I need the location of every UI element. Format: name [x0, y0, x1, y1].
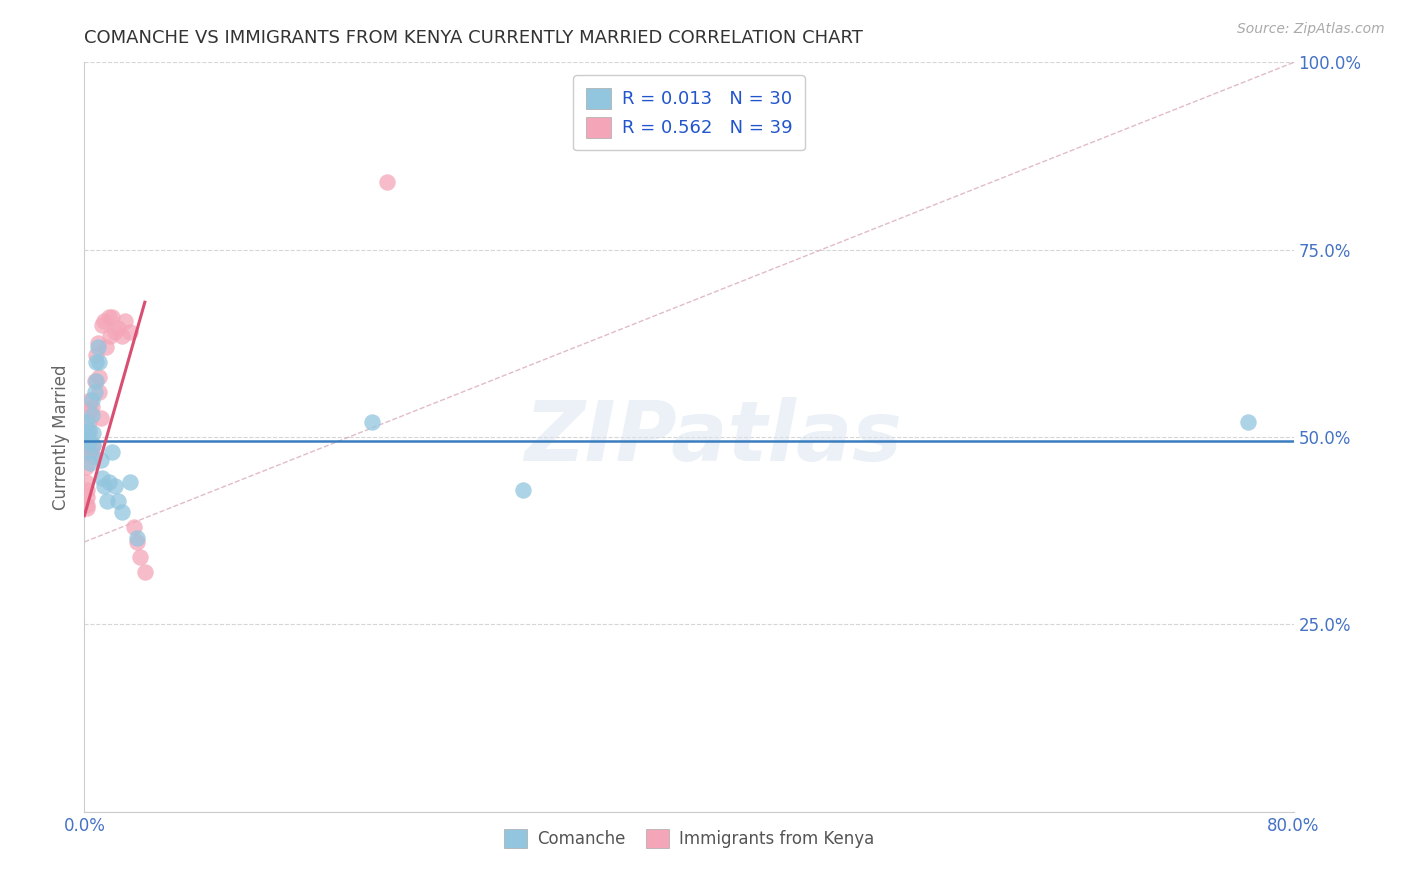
- Point: [360, 415, 382, 429]
- Point: [118, 325, 141, 339]
- Point: [79, 445, 101, 459]
- Point: [94, 340, 117, 354]
- Point: [75, 475, 97, 489]
- Point: [75, 426, 97, 441]
- Point: [82, 437, 104, 451]
- Point: [93, 314, 115, 328]
- Point: [89, 385, 111, 400]
- Point: [97, 310, 120, 325]
- Point: [77, 415, 100, 429]
- Point: [107, 321, 129, 335]
- Point: [104, 325, 127, 339]
- Point: [87, 340, 110, 354]
- Point: [80, 392, 103, 407]
- Point: [91, 318, 114, 332]
- Point: [86, 348, 108, 362]
- Point: [79, 392, 101, 407]
- Point: [82, 426, 104, 441]
- Point: [75, 460, 97, 475]
- Point: [134, 565, 156, 579]
- Point: [90, 411, 112, 425]
- Point: [80, 400, 103, 414]
- Text: Source: ZipAtlas.com: Source: ZipAtlas.com: [1237, 22, 1385, 37]
- Point: [76, 490, 98, 504]
- Point: [76, 483, 98, 497]
- Point: [127, 531, 149, 545]
- Point: [80, 442, 103, 456]
- Point: [87, 336, 110, 351]
- Point: [118, 475, 141, 489]
- Point: [89, 355, 111, 369]
- Point: [79, 404, 101, 418]
- Text: ZIPatlas: ZIPatlas: [524, 397, 903, 477]
- Point: [86, 355, 108, 369]
- Point: [77, 426, 100, 441]
- Point: [97, 475, 120, 489]
- Point: [76, 501, 98, 516]
- Point: [93, 479, 115, 493]
- Point: [96, 493, 118, 508]
- Point: [75, 426, 97, 441]
- Point: [77, 423, 100, 437]
- Point: [84, 374, 107, 388]
- Point: [1237, 415, 1260, 429]
- Point: [84, 385, 107, 400]
- Legend: Comanche, Immigrants from Kenya: Comanche, Immigrants from Kenya: [492, 817, 886, 860]
- Point: [76, 430, 98, 444]
- Point: [77, 434, 100, 448]
- Point: [127, 535, 149, 549]
- Point: [100, 310, 122, 325]
- Point: [90, 452, 112, 467]
- Point: [79, 456, 101, 470]
- Point: [129, 549, 152, 564]
- Point: [75, 415, 97, 429]
- Point: [75, 445, 97, 459]
- Point: [100, 445, 122, 459]
- Point: [111, 505, 134, 519]
- Point: [82, 449, 104, 463]
- Point: [91, 471, 114, 485]
- Point: [98, 329, 121, 343]
- Point: [111, 329, 134, 343]
- Text: COMANCHE VS IMMIGRANTS FROM KENYA CURRENTLY MARRIED CORRELATION CHART: COMANCHE VS IMMIGRANTS FROM KENYA CURREN…: [84, 29, 863, 47]
- Point: [107, 493, 129, 508]
- Point: [375, 175, 398, 189]
- Point: [114, 314, 136, 328]
- Point: [104, 479, 127, 493]
- Point: [122, 520, 145, 534]
- Point: [75, 437, 97, 451]
- Point: [86, 374, 108, 388]
- Point: [76, 498, 98, 512]
- Point: [80, 408, 103, 422]
- Point: [82, 437, 104, 451]
- Point: [89, 370, 111, 384]
- Point: [512, 483, 534, 497]
- Y-axis label: Currently Married: Currently Married: [52, 364, 70, 510]
